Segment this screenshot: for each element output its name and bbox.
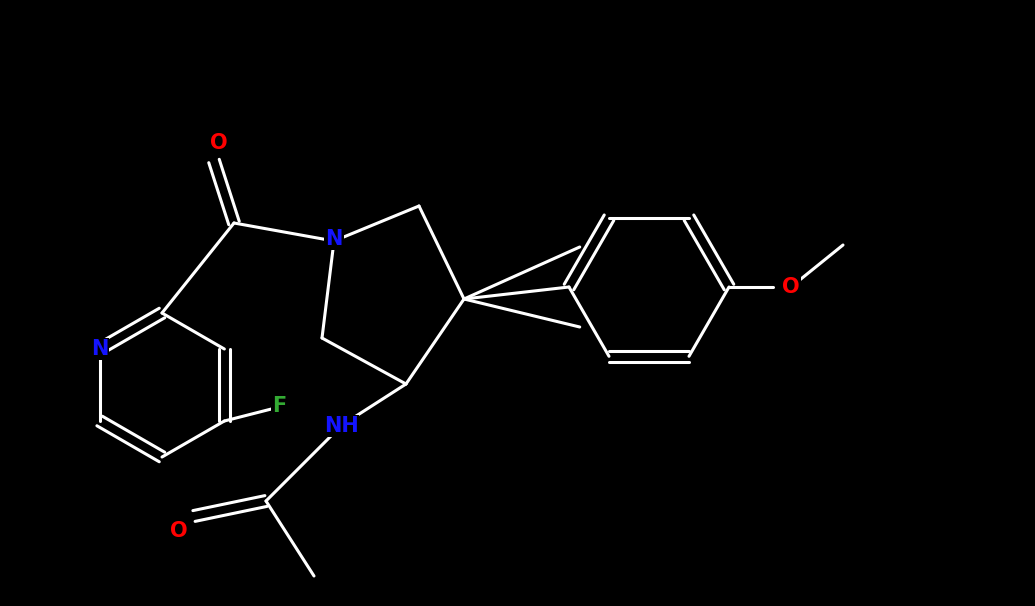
Text: N: N: [325, 229, 343, 249]
Text: O: O: [170, 521, 187, 541]
Text: O: O: [210, 133, 228, 153]
Text: F: F: [272, 396, 287, 416]
Text: O: O: [782, 277, 800, 297]
Text: NH: NH: [324, 416, 358, 436]
Text: N: N: [91, 339, 109, 359]
